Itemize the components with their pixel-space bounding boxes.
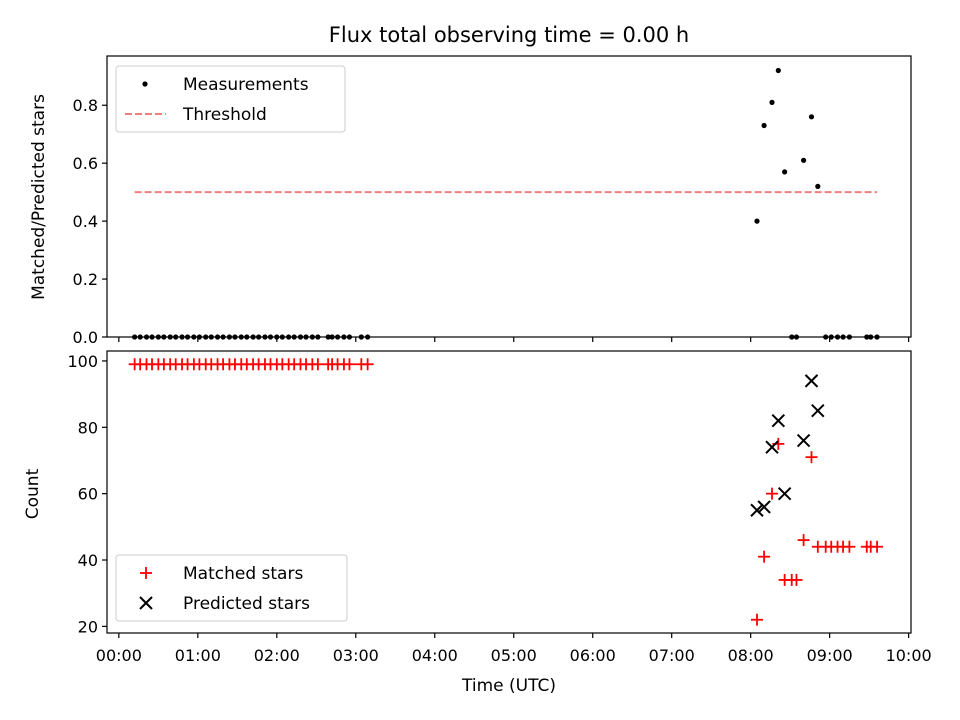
bottom-x-tick-label: 10:00	[886, 646, 932, 665]
legend-predicted-marker	[139, 596, 153, 610]
top-legend-box	[115, 65, 346, 133]
predicted-stars-point	[777, 486, 792, 501]
measurement-point	[800, 157, 807, 163]
bottom-x-tick-label: 01:00	[175, 646, 221, 665]
top-panel: 0.00.20.40.60.8 Matched/Predicted stars …	[29, 55, 912, 347]
legend-predicted-label: Predicted stars	[183, 594, 310, 614]
predicted-stars-point	[796, 433, 811, 448]
bottom-x-tick-label: 07:00	[649, 646, 695, 665]
bottom-x-tick-label: 04:00	[412, 646, 458, 665]
bottom-y-tick-label: 100	[67, 352, 98, 371]
predicted-stars-point	[811, 404, 825, 418]
matched-stars-point	[343, 358, 356, 371]
measurement-point	[754, 218, 760, 224]
measurement-point	[782, 169, 788, 175]
matched-stars-point	[843, 540, 856, 553]
measurement-point	[761, 122, 767, 129]
top-legend: Measurements Threshold	[115, 65, 346, 133]
predicted-stars-point	[757, 500, 771, 514]
bottom-legend: Matched stars Predicted stars	[115, 554, 348, 622]
bottom-x-tick-label: 02:00	[254, 646, 300, 665]
matched-stars-point	[871, 540, 884, 553]
matched-stars-point	[311, 358, 324, 371]
top-y-tick-label: 0.4	[73, 212, 98, 231]
bottom-axes-frame	[106, 350, 912, 634]
x-axis-label: Time (UTC)	[461, 676, 556, 696]
matched-stars-point	[790, 573, 803, 586]
bottom-panel: 20 40 60 80 100 00:00 01:00 02:00 03:00 04:00 05:0…	[23, 350, 932, 696]
predicted-stars-point	[771, 413, 786, 428]
legend-measurements-marker	[142, 81, 148, 87]
bottom-legend-box	[115, 554, 348, 622]
matched-stars-point	[765, 487, 778, 500]
predicted-stars-point	[765, 440, 779, 454]
measurement-point	[815, 183, 821, 189]
matched-stars-point	[797, 534, 810, 547]
bottom-y-axis-label: Count	[23, 468, 43, 519]
matched-stars-point	[758, 550, 771, 563]
bottom-x-tick-label: 09:00	[807, 646, 853, 665]
matched-stars-point	[805, 451, 818, 464]
top-axes-frame	[106, 55, 912, 338]
predicted-stars-point	[804, 374, 819, 388]
top-y-tick-label: 0.2	[73, 270, 98, 289]
bottom-x-tick-label: 03:00	[333, 646, 379, 665]
bottom-y-tick-label: 80	[78, 418, 98, 437]
top-y-tick-label: 0.6	[73, 154, 98, 173]
measurement-point	[769, 99, 775, 105]
bottom-y-tick-label: 40	[78, 551, 98, 570]
bottom-axes: 20 40 60 80 100 00:00 01:00 02:00 03:00 04:00 05:0…	[67, 350, 932, 665]
top-y-axis-label: Matched/Predicted stars	[29, 94, 49, 300]
bottom-y-tick-label: 60	[78, 485, 98, 504]
matched-stars-point	[750, 613, 763, 626]
chart-title: Flux total observing time = 0.00 h	[329, 23, 689, 47]
top-y-tick-label: 0.8	[73, 96, 98, 115]
bottom-x-tick-label: 00:00	[96, 646, 142, 665]
bottom-x-tick-label: 06:00	[570, 646, 616, 665]
bottom-y-tick-label: 20	[78, 617, 98, 636]
bottom-x-tick-label: 08:00	[728, 646, 774, 665]
top-axes: 0.0 0.2 0.4 0.6 0.8	[73, 55, 912, 347]
measurement-point	[808, 114, 815, 120]
bottom-x-tick-label: 05:00	[491, 646, 537, 665]
bottom-plot-marks	[128, 358, 884, 626]
legend-measurements-label: Measurements	[183, 75, 309, 95]
top-y-tick-label: 0.0	[73, 328, 98, 347]
legend-matched-label: Matched stars	[183, 564, 303, 584]
legend-matched-marker	[140, 567, 152, 579]
measurement-point	[775, 67, 781, 74]
matched-stars-point	[361, 358, 374, 371]
legend-threshold-label: Threshold	[182, 105, 267, 125]
predicted-stars-point	[750, 503, 764, 517]
